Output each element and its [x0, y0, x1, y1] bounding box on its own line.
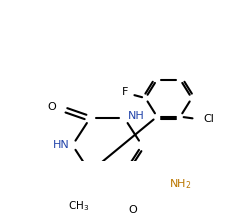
- Text: O: O: [128, 205, 137, 215]
- Text: Cl: Cl: [203, 114, 214, 124]
- Text: CH$_3$: CH$_3$: [68, 199, 89, 213]
- Text: NH: NH: [128, 111, 144, 121]
- Text: F: F: [121, 87, 128, 97]
- Text: O: O: [48, 102, 56, 112]
- Text: NH$_2$: NH$_2$: [169, 177, 192, 191]
- Text: HN: HN: [53, 140, 69, 150]
